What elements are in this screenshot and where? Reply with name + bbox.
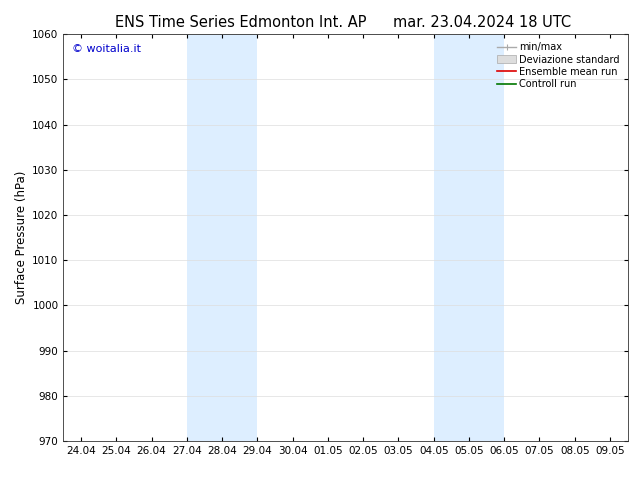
Text: © woitalia.it: © woitalia.it (72, 45, 141, 54)
Text: mar. 23.04.2024 18 UTC: mar. 23.04.2024 18 UTC (393, 15, 571, 30)
Legend: min/max, Deviazione standard, Ensemble mean run, Controll run: min/max, Deviazione standard, Ensemble m… (494, 39, 623, 92)
Text: ENS Time Series Edmonton Int. AP: ENS Time Series Edmonton Int. AP (115, 15, 366, 30)
Y-axis label: Surface Pressure (hPa): Surface Pressure (hPa) (15, 171, 28, 304)
Bar (434, 34, 504, 441)
Bar (187, 34, 257, 441)
